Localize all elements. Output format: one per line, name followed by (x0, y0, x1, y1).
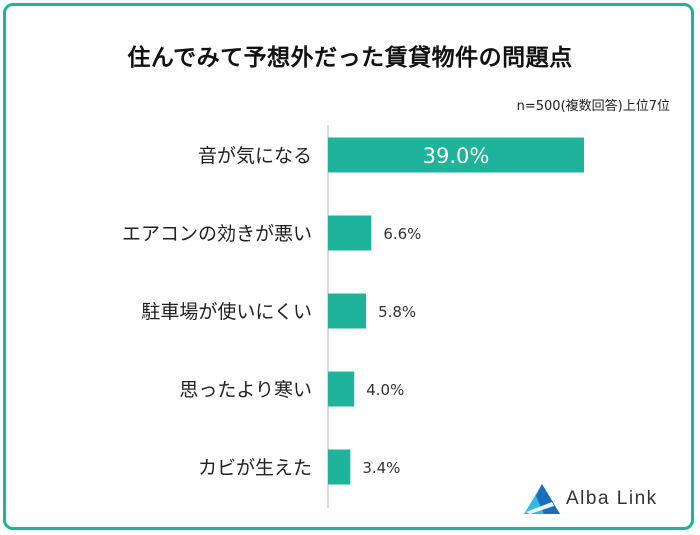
bar (328, 371, 355, 407)
bars-group: 音が気になる 39.0% エアコンの効きが悪い 6.6% 駐車場が使いにくい 5.8% 思っ… (122, 137, 584, 485)
value-label: 3.4% (362, 459, 400, 477)
alba-link-logo-icon (524, 484, 560, 514)
bar (328, 137, 584, 173)
sample-note: n=500(複数回答)上位7位 (516, 99, 670, 114)
bar (328, 215, 372, 251)
bar (328, 449, 351, 485)
chart-frame (3, 3, 694, 530)
chart-title: 住んでみて予想外だった賃貸物件の問題点 (127, 45, 573, 71)
category-label: エアコンの効きが悪い (122, 223, 312, 245)
alba-link-logo: Alba Link (522, 482, 682, 516)
category-label: 駐車場が使いにくい (141, 301, 312, 323)
value-label: 39.0% (423, 144, 490, 168)
value-label: 6.6% (383, 225, 421, 243)
category-label: 思ったより寒い (179, 379, 312, 401)
category-label: 音が気になる (198, 145, 312, 167)
logo-text: Alba Link (566, 488, 658, 509)
value-label: 4.0% (366, 381, 404, 399)
category-label: カビが生えた (198, 457, 312, 479)
bar (328, 293, 367, 329)
value-label: 5.8% (378, 303, 416, 321)
